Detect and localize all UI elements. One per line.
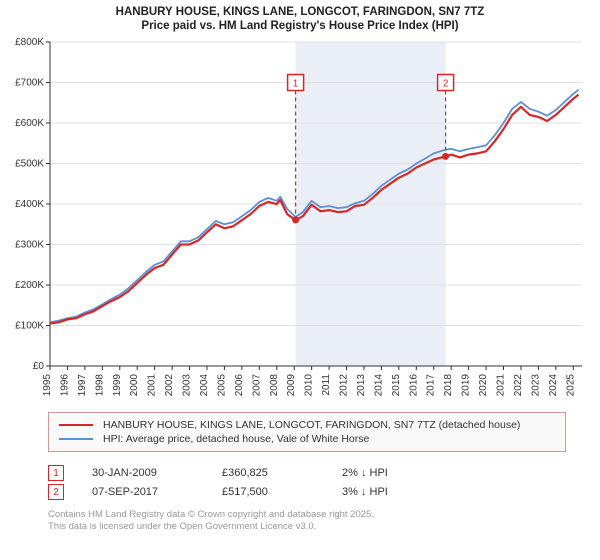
legend-item-hpi: HPI: Average price, detached house, Vale… bbox=[59, 433, 555, 445]
annotation-badge-1: 1 bbox=[48, 465, 64, 481]
svg-text:1998: 1998 bbox=[94, 374, 105, 397]
attribution-line-2: This data is licensed under the Open Gov… bbox=[48, 521, 566, 533]
svg-text:2025: 2025 bbox=[565, 374, 576, 397]
svg-text:£600K: £600K bbox=[15, 118, 44, 129]
svg-text:1995: 1995 bbox=[42, 374, 53, 397]
svg-text:2004: 2004 bbox=[199, 374, 210, 397]
svg-text:2013: 2013 bbox=[356, 374, 367, 397]
svg-text:2011: 2011 bbox=[321, 374, 332, 396]
svg-text:2024: 2024 bbox=[548, 374, 559, 397]
svg-text:2020: 2020 bbox=[478, 374, 489, 397]
annotation-price-1: £360,825 bbox=[222, 467, 342, 479]
svg-text:2008: 2008 bbox=[269, 374, 280, 397]
title-line-2: Price paid vs. HM Land Registry's House … bbox=[8, 20, 592, 32]
svg-text:2003: 2003 bbox=[182, 374, 193, 397]
svg-text:£800K: £800K bbox=[15, 37, 44, 48]
svg-text:2016: 2016 bbox=[408, 374, 419, 397]
annotation-badge-2: 2 bbox=[48, 484, 64, 500]
svg-text:£500K: £500K bbox=[15, 159, 44, 170]
annotation-price-2: £517,500 bbox=[222, 486, 342, 498]
svg-text:2012: 2012 bbox=[339, 374, 350, 397]
svg-text:2023: 2023 bbox=[530, 374, 541, 397]
svg-text:2001: 2001 bbox=[147, 374, 158, 397]
annotation-row-1: 1 30-JAN-2009 £360,825 2% ↓ HPI bbox=[48, 465, 566, 481]
svg-text:2: 2 bbox=[443, 79, 449, 90]
annotation-date-2: 07-SEP-2017 bbox=[92, 486, 222, 498]
legend-swatch-property bbox=[59, 424, 93, 426]
annotation-row-2: 2 07-SEP-2017 £517,500 3% ↓ HPI bbox=[48, 484, 566, 500]
svg-text:2006: 2006 bbox=[234, 374, 245, 397]
svg-text:£700K: £700K bbox=[15, 78, 44, 89]
svg-text:£200K: £200K bbox=[15, 280, 44, 291]
svg-text:1: 1 bbox=[293, 79, 299, 90]
annotation-diff-1: 2% ↓ HPI bbox=[342, 467, 388, 479]
svg-text:£100K: £100K bbox=[15, 321, 44, 332]
svg-text:2005: 2005 bbox=[216, 374, 227, 397]
annotation-diff-2: 3% ↓ HPI bbox=[342, 486, 388, 498]
svg-text:2018: 2018 bbox=[443, 374, 454, 397]
svg-text:2019: 2019 bbox=[461, 374, 472, 397]
svg-text:2021: 2021 bbox=[496, 374, 507, 397]
attribution: Contains HM Land Registry data © Crown c… bbox=[48, 509, 566, 533]
annotation-table: 1 30-JAN-2009 £360,825 2% ↓ HPI 2 07-SEP… bbox=[48, 462, 566, 503]
legend-label-hpi: HPI: Average price, detached house, Vale… bbox=[103, 433, 369, 445]
chart-canvas: £0 £100K £200K £300K £400K £500K £600K £700K £80… bbox=[8, 36, 592, 406]
title-line-1: HANBURY HOUSE, KINGS LANE, LONGCOT, FARI… bbox=[8, 6, 592, 18]
legend-item-property: HANBURY HOUSE, KINGS LANE, LONGCOT, FARI… bbox=[59, 419, 555, 431]
svg-text:2010: 2010 bbox=[304, 374, 315, 397]
svg-text:2002: 2002 bbox=[164, 374, 175, 397]
svg-text:£400K: £400K bbox=[15, 199, 44, 210]
legend-swatch-hpi bbox=[59, 438, 93, 440]
svg-text:1999: 1999 bbox=[112, 374, 123, 397]
chart-title: HANBURY HOUSE, KINGS LANE, LONGCOT, FARI… bbox=[8, 6, 592, 32]
svg-text:2007: 2007 bbox=[251, 374, 262, 397]
legend: HANBURY HOUSE, KINGS LANE, LONGCOT, FARI… bbox=[48, 412, 566, 452]
svg-text:2014: 2014 bbox=[373, 374, 384, 397]
svg-text:1996: 1996 bbox=[59, 374, 70, 397]
svg-text:2017: 2017 bbox=[426, 374, 437, 397]
legend-label-property: HANBURY HOUSE, KINGS LANE, LONGCOT, FARI… bbox=[103, 419, 520, 431]
svg-text:2000: 2000 bbox=[129, 374, 140, 397]
svg-text:2022: 2022 bbox=[513, 374, 524, 397]
svg-text:£0: £0 bbox=[33, 361, 45, 372]
svg-text:2009: 2009 bbox=[286, 374, 297, 397]
svg-text:1997: 1997 bbox=[77, 374, 88, 397]
svg-text:2015: 2015 bbox=[391, 374, 402, 397]
annotation-date-1: 30-JAN-2009 bbox=[92, 467, 222, 479]
svg-text:£300K: £300K bbox=[15, 240, 44, 251]
attribution-line-1: Contains HM Land Registry data © Crown c… bbox=[48, 509, 566, 521]
